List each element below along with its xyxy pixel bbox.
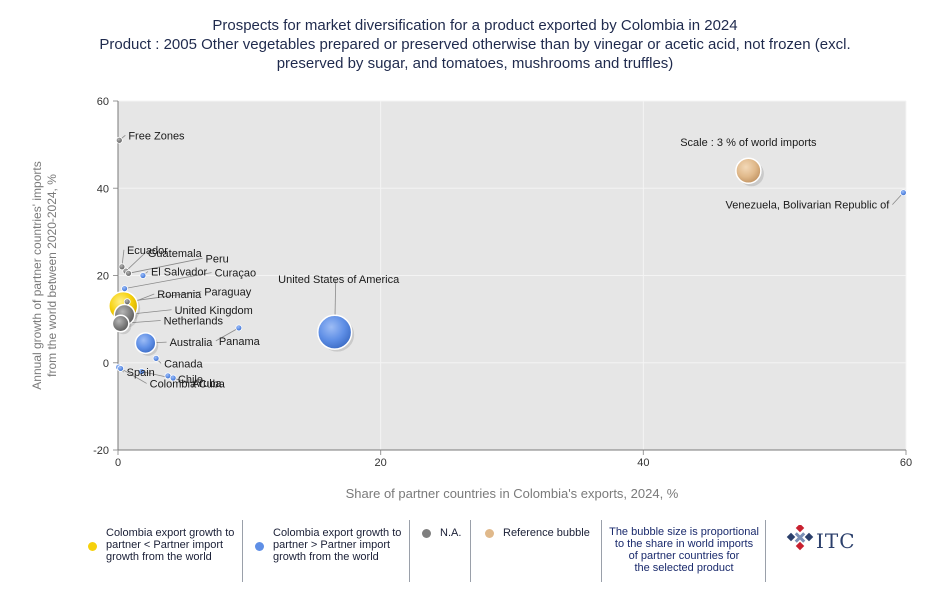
- bubble-label: Peru: [206, 253, 229, 265]
- chart-title-line-2: Product : 2005 Other vegetables prepared…: [99, 36, 851, 53]
- bubble: [139, 272, 147, 279]
- bubble-label: Venezuela, Bolivarian Republic of: [725, 200, 890, 212]
- scale-label: Scale : 3 % of world imports: [680, 137, 817, 149]
- legend-separator: [470, 520, 471, 582]
- y-tick-label: 0: [103, 358, 109, 370]
- chart-title-line-1: Prospects for market diversification for…: [212, 17, 738, 34]
- legend-separator: [765, 520, 766, 582]
- y-tick-label: 40: [97, 183, 109, 195]
- bubble-label: Cuba: [199, 378, 226, 390]
- legend-na-label: N.A.: [440, 527, 462, 539]
- y-tick-label: -20: [93, 445, 109, 457]
- bubble: [134, 332, 157, 355]
- itc-logo-text: ITC: [816, 529, 856, 553]
- bubble-label: El Salvador: [151, 267, 208, 279]
- bubbles: [108, 136, 907, 382]
- bubble: [235, 324, 243, 332]
- bubble: [121, 285, 128, 292]
- bubble: [317, 314, 353, 350]
- legend-yellow-line-3: growth from the world: [106, 551, 212, 563]
- x-tick-label: 20: [375, 457, 387, 469]
- bubble-label: Australia: [170, 337, 214, 349]
- x-axis-label: Share of partner countries in Colombia's…: [346, 486, 679, 501]
- y-axis-label-line-1: Annual growth of partner countries' impo…: [30, 161, 44, 389]
- legend-note-line-3: of partner countries for: [628, 550, 740, 562]
- legend-note: The bubble size is proportional to the s…: [604, 520, 764, 582]
- axis-ticks: 0 20 40 60 -20 0 20 40 60: [93, 96, 912, 469]
- bubble: [115, 136, 123, 144]
- legend-note-line-1: The bubble size is proportional: [609, 526, 759, 538]
- bubble-chart: 0 20 40 60 -20 0 20 40 60 Free Zones EcuadorGuate…: [30, 96, 912, 501]
- legend-note-line-2: to the share in world imports: [614, 538, 754, 550]
- bubble: [138, 368, 146, 375]
- reference-bubble: [735, 157, 762, 185]
- reference-dot-icon: [485, 529, 494, 538]
- leader-line: [215, 327, 240, 342]
- x-tick-label: 60: [900, 457, 912, 469]
- bubble-label: Colombia: [150, 378, 197, 390]
- y-tick-label: 20: [97, 271, 109, 283]
- bubble-label: Spain: [127, 367, 155, 379]
- legend-separator: [601, 520, 602, 582]
- legend-reference: Reference bubble: [483, 520, 598, 582]
- y-tick-label: 60: [97, 96, 109, 108]
- bubble-label: United Kingdom: [175, 305, 253, 317]
- bubble: [169, 374, 177, 382]
- leader-line: [120, 368, 147, 384]
- legend-separator: [409, 520, 410, 582]
- legend-blue: Colombia export growth to partner > Part…: [253, 520, 403, 582]
- chart-title-line-3: preserved by sugar, and tomatoes, mushro…: [276, 55, 674, 72]
- leader-line: [127, 291, 202, 303]
- bubble: [118, 263, 126, 271]
- bubble: [111, 314, 130, 333]
- leader-line: [125, 252, 146, 272]
- bubble-label: Paraguay: [204, 287, 252, 299]
- x-tick-label: 0: [115, 457, 121, 469]
- yellow-dot-icon: [88, 542, 97, 551]
- bubble-label: Ecuador: [127, 245, 168, 257]
- legend-yellow-line-2: partner < Partner import: [106, 539, 224, 551]
- leader-line: [124, 272, 212, 289]
- blue-dot-icon: [255, 542, 264, 551]
- legend-yellow: Colombia export growth to partner < Part…: [86, 520, 236, 582]
- y-axis-label-line-2: from the world between 2020-2024, %: [45, 174, 59, 377]
- bubble-label: Netherlands: [164, 315, 224, 327]
- bubble-label: Canada: [164, 358, 203, 370]
- bubble-label: Aruba: [192, 378, 222, 390]
- bubble: [123, 298, 131, 306]
- x-tick-label: 40: [637, 457, 649, 469]
- legend-blue-line-3: growth from the world: [273, 551, 379, 563]
- legend-note-line-4: the selected product: [634, 562, 734, 574]
- bubble: [899, 189, 907, 197]
- bubble-label: Guatemala: [148, 248, 203, 260]
- bubble: [117, 365, 125, 372]
- bubble: [152, 354, 160, 362]
- legend-blue-line-1: Colombia export growth to: [273, 527, 402, 539]
- legend-reference-label: Reference bubble: [503, 527, 590, 539]
- legend-na: N.A.: [420, 520, 480, 582]
- bubble-label: United States of America: [278, 274, 400, 286]
- legend-separator: [242, 520, 243, 582]
- legend-yellow-line-1: Colombia export growth to: [106, 527, 235, 539]
- bubble-label: Curaçao: [215, 268, 257, 280]
- bubble-label: Chile: [178, 374, 203, 386]
- bubble: [125, 269, 132, 277]
- bubble-label: Free Zones: [128, 130, 185, 142]
- legend-blue-line-2: partner > Partner import: [273, 539, 391, 551]
- bubble-label: Romania: [157, 289, 202, 301]
- leader-line: [128, 257, 203, 274]
- itc-logo-icon: [786, 525, 814, 551]
- gray-dot-icon: [422, 529, 431, 538]
- bubble-label: Panama: [219, 336, 261, 348]
